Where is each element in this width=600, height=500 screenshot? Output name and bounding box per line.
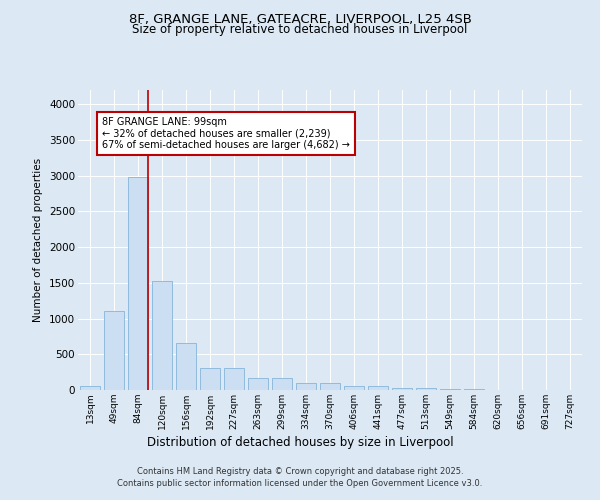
Bar (104, 312, 124, 390)
Bar (80, 386, 100, 390)
Bar (416, 388, 436, 390)
Bar (128, 177, 148, 390)
Bar (248, 378, 268, 390)
Text: Contains HM Land Registry data © Crown copyright and database right 2025.
Contai: Contains HM Land Registry data © Crown c… (118, 467, 482, 488)
Bar (392, 388, 412, 390)
Text: 8F GRANGE LANE: 99sqm
← 32% of detached houses are smaller (2,239)
67% of semi-d: 8F GRANGE LANE: 99sqm ← 32% of detached … (102, 117, 350, 150)
Bar (200, 368, 220, 390)
Text: Distribution of detached houses by size in Liverpool: Distribution of detached houses by size … (146, 436, 454, 449)
Bar (320, 383, 340, 390)
Bar (296, 383, 316, 390)
Bar (464, 389, 484, 390)
Y-axis label: Number of detached properties: Number of detached properties (34, 158, 43, 322)
Bar (368, 386, 388, 390)
Bar (152, 280, 172, 390)
Bar (224, 368, 244, 390)
Bar (344, 386, 364, 390)
Text: Size of property relative to detached houses in Liverpool: Size of property relative to detached ho… (133, 22, 467, 36)
Bar (440, 389, 460, 390)
Bar (176, 343, 196, 390)
Text: 8F, GRANGE LANE, GATEACRE, LIVERPOOL, L25 4SB: 8F, GRANGE LANE, GATEACRE, LIVERPOOL, L2… (128, 12, 472, 26)
Bar (272, 378, 292, 390)
